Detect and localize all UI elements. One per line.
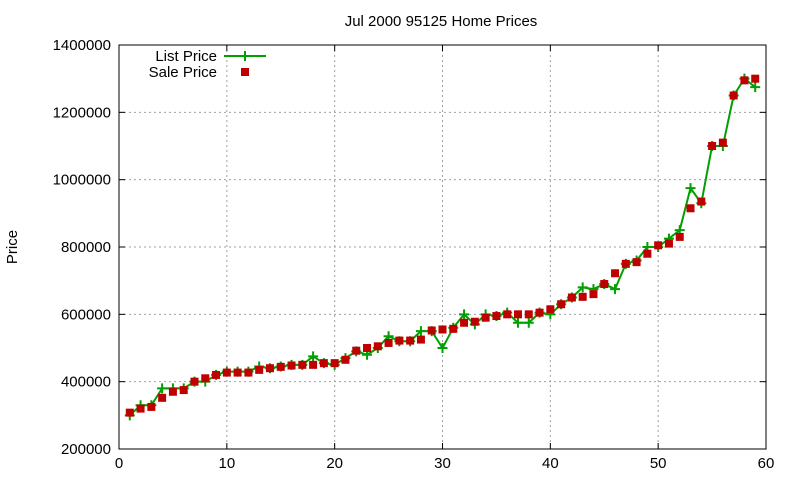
axes: 0 10 20 30 40 50 60 200000 400000 600000 800000 100…	[53, 37, 775, 472]
sale-price-point	[222, 368, 231, 377]
legend: List Price Sale Price	[149, 48, 266, 81]
list-price-point	[577, 282, 588, 293]
sale-price-point	[632, 258, 641, 267]
sale-price-point	[686, 204, 695, 213]
sale-price-point	[492, 312, 501, 321]
x-tick-label: 20	[326, 455, 343, 472]
sale-price-point	[697, 197, 706, 206]
sale-price-point	[513, 310, 522, 319]
sale-price-point	[287, 361, 296, 370]
list-price-point	[459, 309, 470, 320]
sale-price-point	[718, 138, 727, 147]
sale-price-point	[147, 402, 156, 411]
y-tick-label: 1400000	[53, 37, 111, 54]
sale-price-point	[740, 76, 749, 85]
sale-price-point	[621, 259, 630, 268]
sale-price-point	[470, 317, 479, 326]
sale-price-point	[535, 308, 544, 317]
legend-marker-sale-price	[241, 68, 249, 76]
series-layer	[124, 73, 761, 421]
x-tick-label: 10	[218, 455, 235, 472]
legend-marker-list-price	[240, 51, 250, 61]
sale-price-point	[125, 408, 134, 417]
sale-price-point	[158, 393, 167, 402]
sale-price-point	[406, 336, 415, 345]
sale-price-point	[309, 360, 318, 369]
list-price-point	[523, 317, 534, 328]
y-axis-label: Price	[4, 230, 21, 264]
sale-price-point	[460, 318, 469, 327]
list-price-point	[415, 326, 426, 337]
sale-price-point	[557, 300, 566, 309]
y-tick-label: 200000	[61, 441, 111, 458]
sale-price-point	[136, 404, 145, 413]
sale-price-point	[319, 359, 328, 368]
sale-price-point	[190, 377, 199, 386]
sale-price-point	[416, 335, 425, 344]
sale-price-point	[643, 249, 652, 258]
sale-price-point	[438, 325, 447, 334]
x-tick-label: 60	[758, 455, 775, 472]
sale-price-point	[373, 342, 382, 351]
x-tick-label: 40	[542, 455, 559, 472]
list-price-point	[308, 351, 319, 362]
sale-price-point	[600, 280, 609, 289]
y-tick-label: 600000	[61, 306, 111, 323]
sale-price-point	[578, 292, 587, 301]
list-price-point	[157, 383, 168, 394]
sale-price-point	[503, 310, 512, 319]
sale-price-point	[427, 326, 436, 335]
list-price-point	[512, 317, 523, 328]
sale-price-point	[611, 269, 620, 278]
sale-price-point	[654, 241, 663, 250]
sale-price-point	[546, 305, 555, 314]
list-price-point	[685, 183, 696, 194]
list-price-point	[437, 343, 448, 353]
sale-price-point	[395, 336, 404, 345]
y-tick-label: 800000	[61, 239, 111, 256]
sale-price-point	[352, 346, 361, 355]
sale-price-point	[201, 374, 210, 383]
list-price-point	[750, 82, 761, 93]
sale-price-point	[567, 293, 576, 302]
sale-price-point	[363, 344, 372, 352]
sale-price-point	[179, 386, 188, 395]
chart-title: Jul 2000 95125 Home Prices	[345, 13, 538, 30]
sale-price-point	[384, 338, 393, 347]
list-price-point	[610, 284, 621, 295]
sale-price-point	[276, 362, 285, 371]
legend-label-list-price: List Price	[155, 48, 217, 65]
sale-price-point	[233, 368, 242, 377]
sale-price-point	[341, 355, 350, 364]
sale-price-point	[298, 360, 307, 369]
sale-price-point	[265, 364, 274, 373]
sale-price-point	[212, 370, 221, 379]
sale-price-point	[524, 310, 533, 319]
sale-price-point	[244, 368, 253, 377]
y-tick-label: 400000	[61, 374, 111, 391]
sale-price-point	[481, 313, 490, 322]
y-tick-label: 1000000	[53, 172, 111, 189]
x-tick-label: 0	[115, 455, 123, 472]
sale-price-point	[589, 290, 598, 299]
sale-price-point	[449, 324, 458, 333]
x-tick-label: 50	[650, 455, 667, 472]
sale-price-point	[708, 142, 717, 150]
sale-price-point	[330, 359, 339, 368]
y-tick-label: 1200000	[53, 104, 111, 121]
sale-price-point	[255, 365, 264, 374]
sale-price-point	[751, 74, 760, 83]
sale-price-point	[168, 387, 177, 396]
x-tick-label: 30	[434, 455, 451, 472]
sale-price-point	[729, 91, 738, 100]
sale-price-point	[664, 239, 673, 248]
legend-label-sale-price: Sale Price	[149, 64, 217, 81]
sale-price-point	[675, 232, 684, 241]
